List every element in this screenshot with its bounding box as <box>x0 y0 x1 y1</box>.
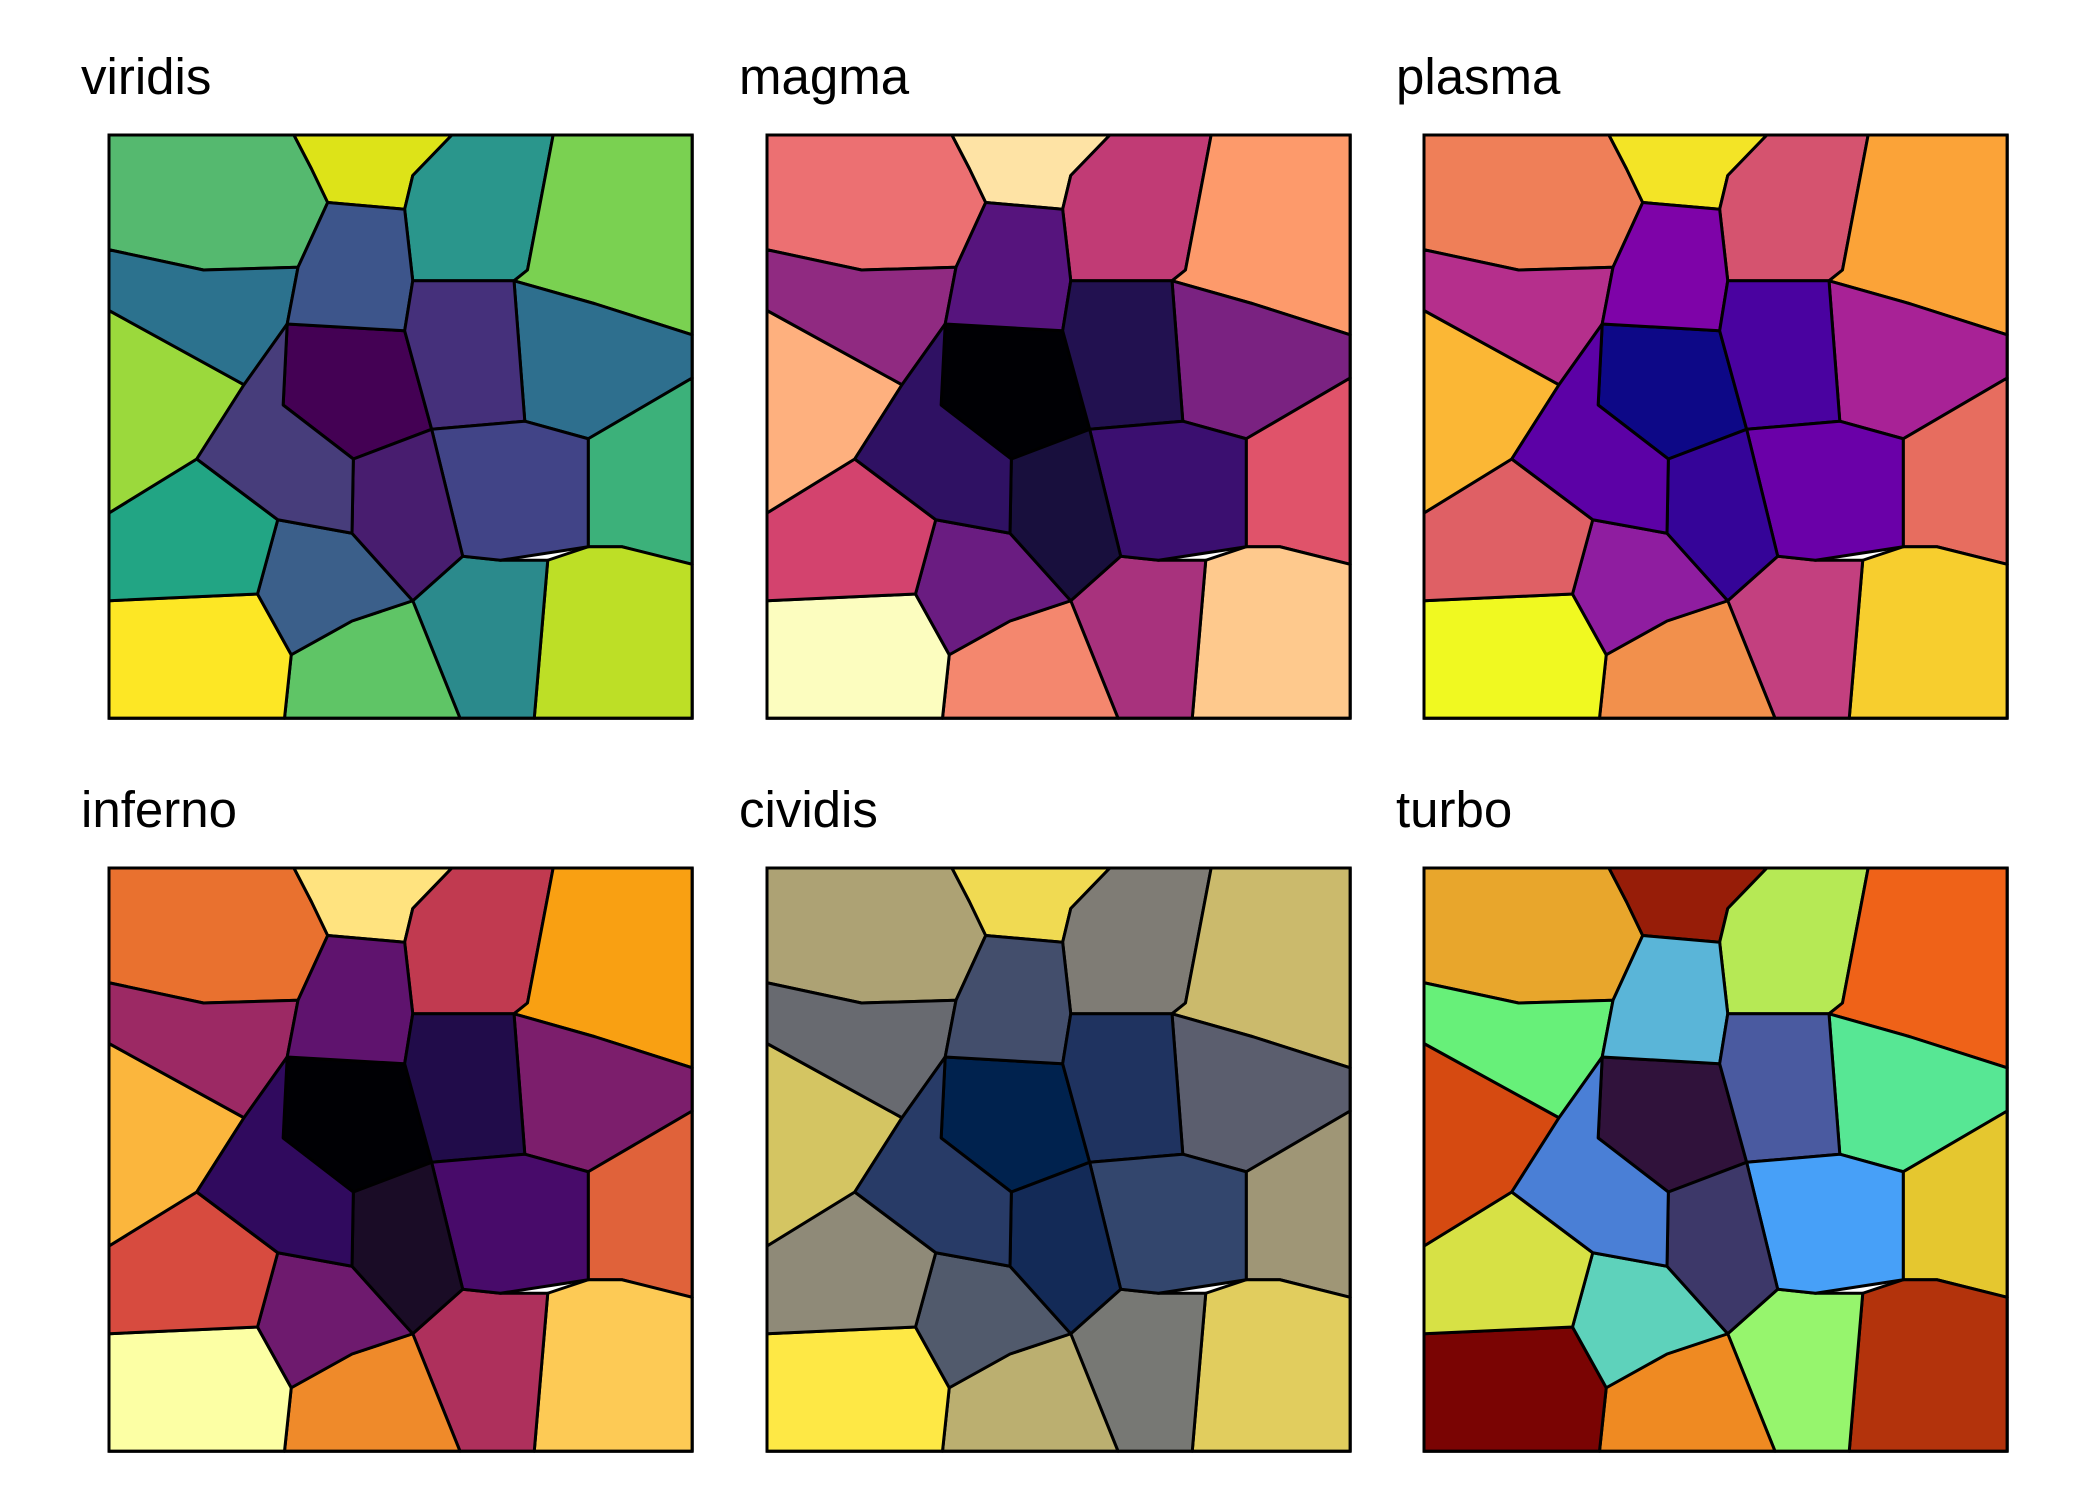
puzzle-piece <box>197 1057 354 1266</box>
puzzle-piece <box>1849 547 2007 718</box>
puzzle-piece <box>109 594 291 718</box>
puzzle-piece <box>767 594 949 718</box>
puzzle-piece <box>767 868 986 1003</box>
panel-title: turbo <box>1396 781 1512 838</box>
puzzle-piece <box>855 1057 1012 1266</box>
puzzle-piece <box>109 1327 291 1451</box>
panel: magma <box>739 48 1350 718</box>
puzzle-piece <box>534 547 692 718</box>
panel-border <box>109 135 692 718</box>
panel-title: cividis <box>739 781 878 838</box>
panel-title: inferno <box>81 781 237 838</box>
puzzle-piece <box>1512 1057 1669 1266</box>
panel: cividis <box>739 781 1350 1451</box>
panel-title: magma <box>739 48 910 105</box>
puzzle-piece <box>1424 1327 1606 1451</box>
panel-border <box>767 868 1350 1451</box>
puzzle-piece <box>1424 594 1606 718</box>
panel: inferno <box>81 781 692 1451</box>
panel-title: plasma <box>1396 48 1561 105</box>
puzzle-piece <box>197 324 354 533</box>
puzzle-piece <box>1849 1280 2007 1451</box>
panel: plasma <box>1396 48 2007 718</box>
puzzle <box>1424 135 2007 718</box>
puzzle-piece <box>1424 135 1643 270</box>
panel-title: viridis <box>81 48 211 105</box>
puzzle-piece <box>1512 324 1669 533</box>
puzzle-piece <box>1192 1280 1350 1451</box>
panel-border <box>109 868 692 1451</box>
puzzle-piece <box>1424 868 1643 1003</box>
puzzle <box>767 135 1350 718</box>
puzzle <box>1424 868 2007 1451</box>
puzzle-piece <box>534 1280 692 1451</box>
panel-border <box>1424 868 2007 1451</box>
puzzle <box>109 868 692 1451</box>
puzzle-piece <box>1192 547 1350 718</box>
panel: turbo <box>1396 781 2007 1451</box>
panel-border <box>1424 135 2007 718</box>
puzzle <box>109 135 692 718</box>
puzzle-piece <box>109 868 328 1003</box>
puzzle-piece <box>767 1327 949 1451</box>
panel: viridis <box>81 48 692 718</box>
puzzle-piece <box>767 135 986 270</box>
puzzle-piece <box>855 324 1012 533</box>
panel-border <box>767 135 1350 718</box>
puzzle-piece <box>109 135 328 270</box>
puzzle <box>767 868 1350 1451</box>
